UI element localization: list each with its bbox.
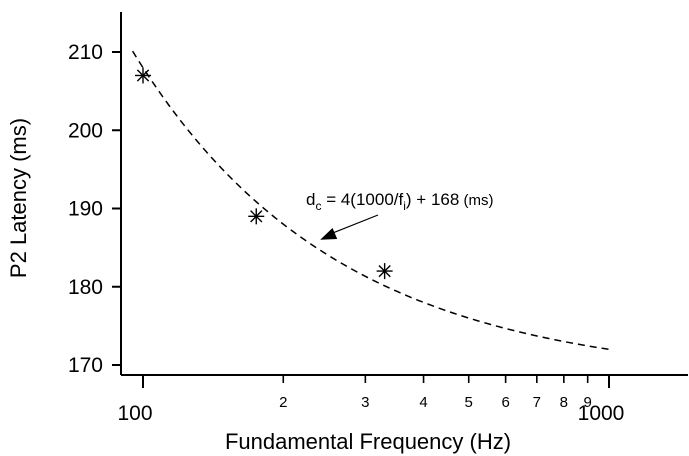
fit-equation-annotation: dc = 4(1000/fi) + 168 (ms) [306, 190, 493, 240]
equation-post: ) + 168 [406, 190, 459, 209]
y-axis-label: P2 Latency (ms) [6, 118, 31, 278]
fit-curve [131, 50, 610, 351]
annotation-arrow-head [320, 227, 338, 240]
x-major-tick-label: 100 [117, 402, 152, 425]
asterisk-stroke [378, 264, 391, 278]
equation-subscript-c: c [315, 199, 321, 213]
y-tick-label: 180 [68, 276, 103, 299]
x-minor-tick-label: 8 [560, 394, 568, 411]
x-ticks: 100 1000 2 3 4 5 6 7 8 9 [117, 375, 624, 425]
x-minor-tick-label: 6 [501, 394, 509, 411]
y-ticks: 170 180 190 200 210 [68, 41, 121, 377]
x-axis-label: Fundamental Frequency (Hz) [225, 429, 511, 454]
x-minor-tick-label: 4 [419, 394, 427, 411]
x-minor-tick-label: 3 [361, 394, 369, 411]
y-tick-label: 200 [68, 119, 103, 142]
equation-d: d [306, 190, 315, 209]
x-minor-tick-label: 2 [279, 394, 287, 411]
data-point [376, 263, 393, 280]
y-tick-label: 170 [68, 354, 103, 377]
asterisk-stroke [136, 69, 150, 82]
axes [120, 12, 688, 376]
x-minor-tick-label: 7 [533, 394, 541, 411]
x-minor-tick-label: 5 [465, 394, 473, 411]
data-point [135, 67, 151, 84]
asterisk-stroke [250, 210, 263, 223]
y-tick-label: 210 [68, 41, 103, 64]
equation-mid: = 4(1000/f [321, 190, 403, 209]
data-point [248, 208, 265, 225]
equation-units: (ms) [459, 192, 493, 209]
data-points [135, 67, 393, 280]
y-tick-label: 190 [68, 198, 103, 221]
annotation-arrow-line [327, 214, 379, 236]
x-minor-tick-label: 9 [584, 394, 592, 411]
x-major-tick-label: 1000 [578, 402, 625, 425]
equation-subscript-i: i [403, 199, 406, 213]
fit-equation-text: dc = 4(1000/fi) + 168 (ms) [306, 190, 493, 213]
